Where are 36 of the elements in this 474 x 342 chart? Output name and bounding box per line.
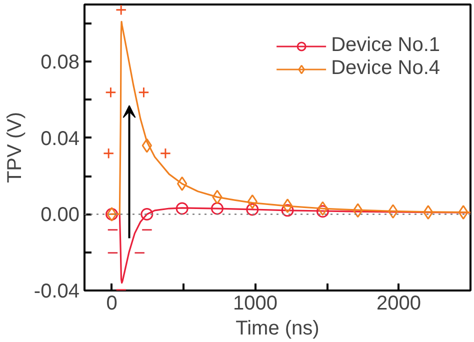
x-tick-label: 2000 [376,292,422,314]
annotation: − [106,219,119,242]
annotation: + [104,82,117,104]
point [318,201,328,216]
annotation: − [141,219,153,242]
annotation: + [115,0,127,22]
y-tick-label: -0.04 [34,280,80,302]
point [352,203,363,218]
point [176,202,188,215]
point [316,205,329,218]
point [458,205,468,220]
annotation: + [102,143,114,166]
legend-label: Device No.1 [331,34,440,57]
legend-label: Device No.4 [331,57,440,80]
point [282,198,293,214]
x-axis-title: Time (ns) [236,318,320,340]
annotation: + [160,143,172,166]
point [388,204,398,219]
y-axis-title: TPV (V) [4,112,26,184]
point [423,205,434,220]
point [210,202,224,215]
point [247,194,258,209]
y-tick-label: 0.08 [40,52,80,74]
annotation: − [106,242,119,264]
point [176,176,188,191]
x-tick-label: 1000 [233,292,278,314]
point [246,203,259,216]
y-tick-label: 0.00 [40,204,80,226]
point [281,204,294,217]
annotation: − [134,242,146,264]
y-tick-label: 0.04 [40,128,80,150]
annotation: + [138,82,150,104]
point [142,138,152,153]
point [212,190,222,204]
x-tick-label: 0 [106,292,118,314]
point [140,208,154,220]
